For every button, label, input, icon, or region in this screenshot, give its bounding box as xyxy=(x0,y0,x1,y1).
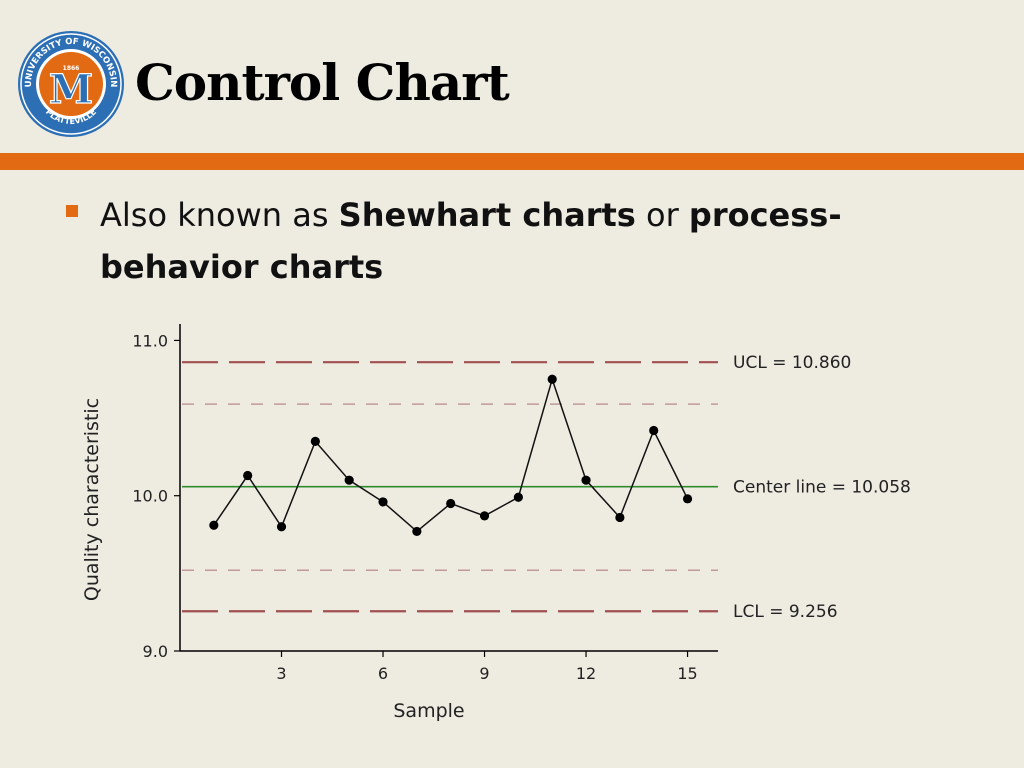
data-point xyxy=(682,494,693,504)
bullet-square-icon xyxy=(66,205,78,217)
data-point xyxy=(615,512,625,523)
university-seal-logo: UNIVERSITY OF WISCONSIN PLATTEVILLE M 18… xyxy=(18,31,124,137)
x-tick-label: 15 xyxy=(677,664,697,683)
accent-divider xyxy=(0,153,1024,170)
bullet-bold-process-behavior: process-behavior charts xyxy=(100,196,842,286)
data-point xyxy=(344,475,354,485)
bullet-text-part: Also known as xyxy=(100,196,339,234)
data-point xyxy=(446,498,456,509)
data-point xyxy=(547,374,557,384)
y-tick-label: 11.0 xyxy=(132,331,168,350)
data-point xyxy=(310,436,320,446)
y-tick-label: 10.0 xyxy=(132,487,168,506)
logo-year: 1866 xyxy=(63,65,80,72)
bullet-item: Also known as Shewhart charts or process… xyxy=(100,189,960,293)
data-point xyxy=(412,526,422,537)
y-tick-label: 9.0 xyxy=(143,642,168,661)
slide-title: Control Chart xyxy=(135,53,510,112)
x-tick-label: 9 xyxy=(479,664,489,683)
data-point xyxy=(649,425,659,436)
bullet-text-part: or xyxy=(635,196,689,234)
ucl-label: UCL = 10.860 xyxy=(733,353,851,373)
logo-letter: M xyxy=(49,66,93,113)
data-point xyxy=(243,470,253,481)
data-point xyxy=(209,520,219,530)
data-point xyxy=(378,497,388,507)
data-point xyxy=(479,511,490,521)
lcl-label: LCL = 9.256 xyxy=(733,602,838,622)
x-tick-label: 6 xyxy=(378,664,388,683)
x-tick-label: 3 xyxy=(276,664,286,683)
x-axis-label: Sample xyxy=(393,700,464,722)
series-line xyxy=(213,376,689,533)
bullet-bold-shewhart: Shewhart charts xyxy=(338,196,636,234)
data-point xyxy=(581,475,591,485)
x-tick-label: 12 xyxy=(576,664,596,683)
data-point xyxy=(513,492,523,502)
data-point xyxy=(276,522,287,532)
control-chart: 9.0 10.0 11.0 3 6 9 12 15 Sample Quality characte… xyxy=(81,324,911,722)
center-line-label: Center line = 10.058 xyxy=(733,478,911,498)
y-axis-label: Quality characteristic xyxy=(81,398,103,601)
